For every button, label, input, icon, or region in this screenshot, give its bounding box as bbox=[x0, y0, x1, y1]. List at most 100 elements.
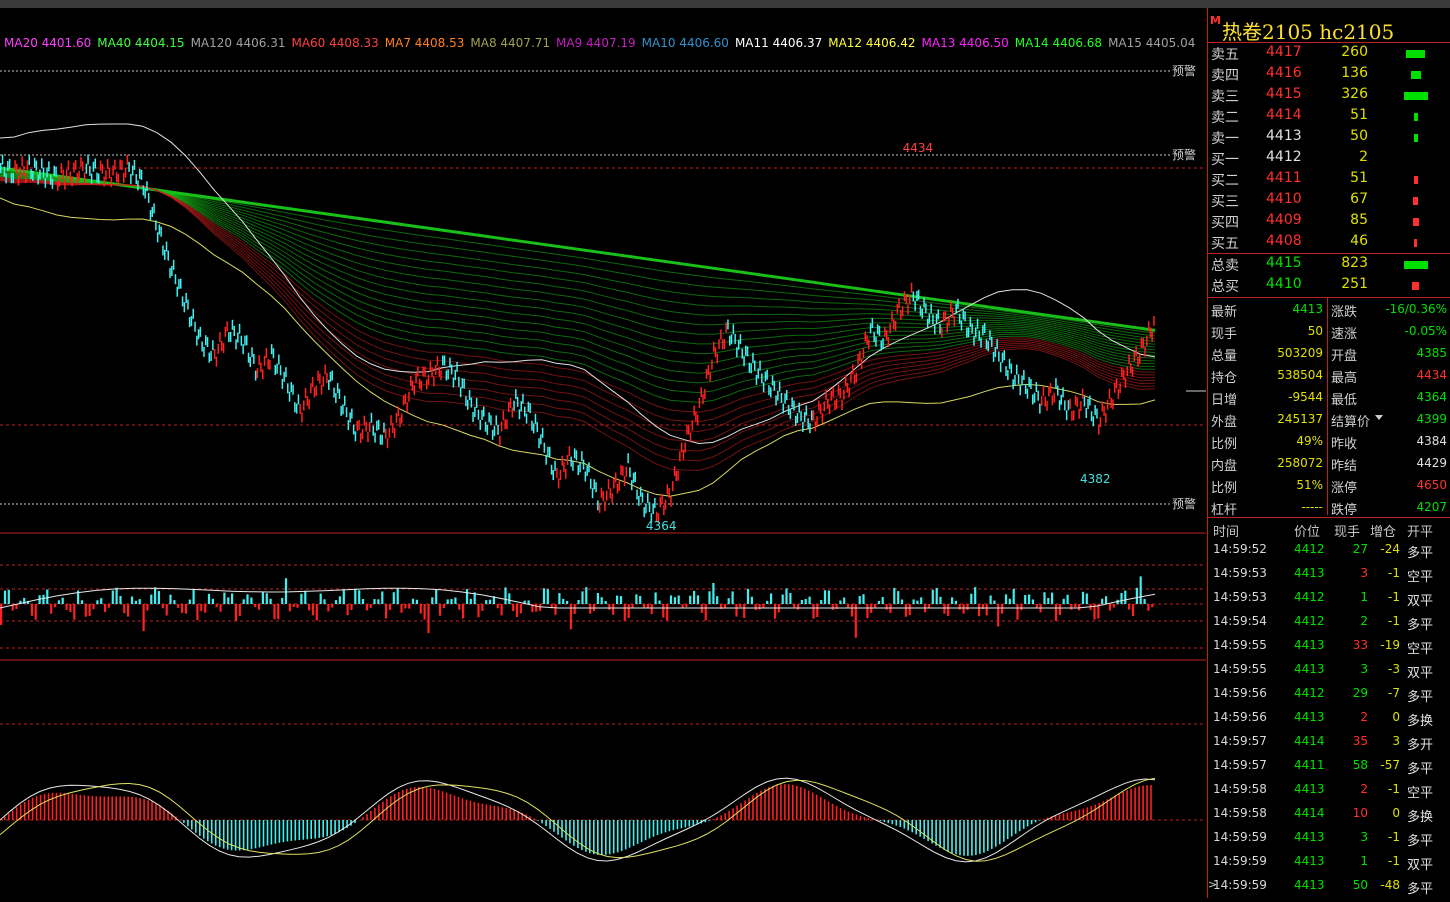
contract-name[interactable]: 热卷2105 hc2105 bbox=[1222, 16, 1394, 45]
candle bbox=[465, 396, 467, 406]
candle bbox=[866, 335, 868, 345]
macd-bar bbox=[617, 820, 619, 852]
candle bbox=[394, 428, 396, 438]
macd-bar bbox=[943, 820, 945, 850]
stat-item: 涨跌-16/0.36% bbox=[1331, 299, 1450, 321]
candle bbox=[483, 407, 485, 417]
volume-bar bbox=[1024, 595, 1026, 604]
ma-legend-item: MA40 4404.15 bbox=[97, 36, 184, 50]
candle bbox=[221, 341, 223, 351]
volume-bar bbox=[366, 604, 368, 610]
candle bbox=[654, 498, 656, 508]
candle bbox=[312, 377, 314, 387]
volume-bar bbox=[816, 604, 818, 617]
volume-bar bbox=[1144, 599, 1146, 604]
candle bbox=[731, 334, 733, 344]
ma-legend-item: MA12 4406.42 bbox=[828, 36, 915, 50]
level-volume: 85 bbox=[1326, 212, 1368, 228]
candle bbox=[1059, 400, 1061, 410]
volume-bar bbox=[235, 604, 237, 621]
ma-legend-item: MA7 4408.53 bbox=[385, 36, 465, 50]
candle bbox=[392, 423, 394, 433]
candle bbox=[586, 466, 588, 476]
volume-bar bbox=[185, 604, 187, 614]
volume-bar bbox=[1132, 604, 1134, 616]
candle bbox=[96, 173, 98, 183]
candle bbox=[64, 180, 66, 190]
macd-bar bbox=[541, 820, 543, 823]
candle bbox=[959, 314, 961, 324]
macd-bar bbox=[271, 820, 273, 845]
macd-bar bbox=[223, 820, 225, 849]
volume-bar bbox=[966, 604, 968, 610]
candle bbox=[37, 175, 39, 185]
candle bbox=[620, 465, 622, 475]
ma-line bbox=[0, 176, 1155, 393]
candle bbox=[977, 319, 979, 329]
macd-bar bbox=[545, 820, 547, 826]
candle bbox=[417, 366, 419, 376]
macd-bar bbox=[892, 820, 894, 824]
candle bbox=[941, 327, 943, 337]
candle bbox=[314, 387, 316, 397]
volume-bar bbox=[208, 594, 210, 604]
volume-bar bbox=[1016, 604, 1018, 620]
volume-bar bbox=[724, 604, 726, 608]
macd-bar bbox=[338, 820, 340, 832]
macd-bar bbox=[1083, 809, 1085, 820]
candle bbox=[91, 174, 93, 184]
candle bbox=[1061, 395, 1063, 405]
macd-bar bbox=[983, 820, 985, 853]
candle bbox=[326, 373, 328, 383]
macd-bar bbox=[907, 820, 909, 830]
candle bbox=[460, 387, 462, 397]
tick-time: 14:59:53 bbox=[1213, 590, 1267, 604]
macd-bar bbox=[605, 820, 607, 855]
candle bbox=[32, 171, 34, 181]
volume-bar bbox=[327, 604, 329, 611]
macd-bar bbox=[48, 793, 50, 820]
dropdown-arrow-icon[interactable] bbox=[1375, 415, 1383, 420]
candle bbox=[207, 337, 209, 347]
candle bbox=[711, 360, 713, 370]
candle bbox=[323, 376, 325, 386]
macd-bar bbox=[135, 797, 137, 820]
stat-value: 4413 bbox=[1292, 302, 1323, 316]
candle bbox=[187, 300, 189, 310]
divider bbox=[1208, 297, 1450, 298]
stat-value: -0.05% bbox=[1405, 324, 1447, 338]
volume-bar bbox=[824, 590, 826, 604]
candle bbox=[811, 410, 813, 420]
candle bbox=[549, 447, 551, 457]
candle bbox=[1064, 400, 1066, 410]
macd-bar bbox=[326, 820, 328, 836]
level-price: 4413 bbox=[1266, 128, 1316, 144]
